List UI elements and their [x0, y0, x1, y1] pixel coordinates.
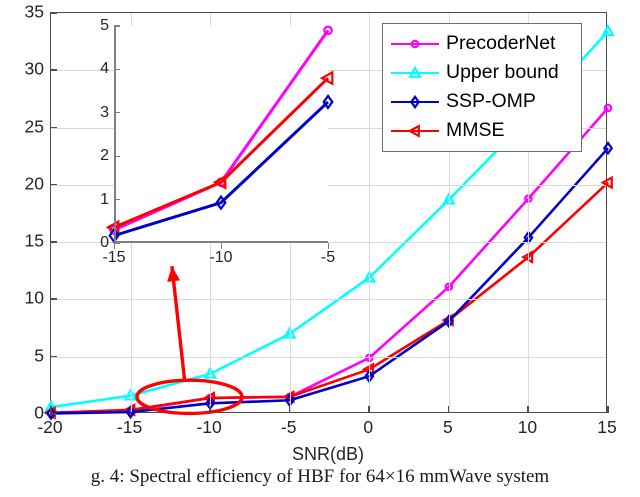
x-tick-mark [129, 406, 132, 413]
y-tick-label: 35 [24, 1, 44, 22]
legend-line [391, 129, 439, 133]
x-tick-mark [607, 406, 609, 413]
y-tick-label: 25 [24, 116, 44, 137]
gridline-horizontal [51, 356, 606, 358]
inset-y-tick-label: 1 [100, 190, 109, 208]
inset-x-tick-mark [328, 243, 330, 249]
gridline-horizontal [51, 127, 606, 129]
x-tick-label: -15 [116, 417, 143, 437]
inset-y-tick-label: 4 [100, 60, 109, 78]
inset-series-canvas [105, 25, 334, 244]
inset-x-tick-label: -15 [102, 249, 126, 266]
legend-marker-circle-icon [410, 39, 420, 48]
y-tick-label: 0 [34, 402, 44, 423]
y-tick-mark [50, 241, 57, 243]
legend-swatch-triangle-left-icon [391, 121, 439, 141]
x-tick-mark [527, 406, 530, 413]
legend-swatch-diamond-icon [391, 92, 439, 112]
legend: PrecoderNet Upper bound SSP-OMP MMSE [382, 23, 582, 152]
inset-y-tick-label: 5 [100, 17, 109, 34]
inset-y-tick-mark [114, 112, 120, 114]
legend-label: Upper bound [446, 60, 559, 83]
legend-item-upper-bound[interactable]: Upper bound [391, 58, 573, 87]
legend-swatch-circle-icon [391, 34, 439, 54]
inset-y-tick-label: 0 [100, 234, 109, 251]
y-tick-mark [50, 183, 57, 186]
y-tick-mark [50, 413, 57, 415]
gridline-vertical [528, 13, 530, 412]
inset-y-axis-line [114, 26, 116, 243]
figure-caption: g. 4: Spectral efficiency of HBF for 64×… [90, 466, 550, 487]
x-tick-label: -20 [37, 417, 63, 437]
legend-marker-triangle-left-icon [407, 123, 420, 138]
legend-item-ssp-omp[interactable]: SSP-OMP [391, 87, 573, 116]
y-tick-label: 20 [24, 173, 44, 194]
y-tick-label: 5 [34, 345, 44, 366]
y-tick-label: 15 [24, 230, 44, 251]
gridline-horizontal [51, 242, 606, 244]
x-axis-label: SNR(dB) [291, 444, 365, 464]
x-tick-label: 5 [442, 417, 453, 437]
inset-x-tick-label: -5 [320, 249, 336, 266]
legend-marker-triangle-up-icon [408, 65, 422, 78]
series-ssp-omp [45, 141, 614, 421]
x-tick-label: -5 [280, 417, 297, 437]
x-tick-label: 15 [597, 417, 617, 437]
gridline-horizontal [51, 70, 606, 72]
x-tick-label: 10 [517, 417, 538, 437]
inset-y-tick-label: 3 [100, 103, 109, 121]
inset-y-tick-mark [114, 242, 120, 244]
annotation-canvas [135, 266, 244, 416]
inset-y-tick-mark [114, 155, 120, 157]
legend-item-mmse[interactable]: MMSE [391, 116, 573, 145]
inset-y-tick-label: 2 [100, 147, 109, 165]
callout-arrow [167, 266, 187, 381]
legend-line [391, 71, 439, 75]
inset-x-tick-mark [114, 243, 116, 249]
inset-y-tick-mark [114, 68, 120, 71]
y-tick-mark [50, 12, 57, 14]
y-tick-mark [50, 126, 57, 129]
highlight-ellipse [135, 378, 244, 416]
y-tick-label: 30 [24, 58, 44, 79]
y-tick-mark [50, 355, 57, 358]
legend-label: MMSE [446, 118, 505, 141]
x-tick-label: -10 [196, 417, 222, 437]
legend-line [391, 100, 439, 104]
x-tick-mark [447, 406, 450, 413]
inset-x-axis-line [114, 241, 328, 243]
inset-y-tick-mark [114, 25, 120, 27]
inset-x-tick-label: -10 [209, 249, 233, 266]
x-tick-label: 0 [363, 417, 374, 437]
legend-item-precodernet[interactable]: PrecoderNet [391, 29, 573, 58]
x-tick-mark [288, 406, 291, 413]
inset-series-ssp-omp [108, 94, 334, 244]
gridline-vertical [448, 13, 450, 412]
inset-plot-axes [105, 25, 334, 244]
y-tick-mark [50, 298, 57, 301]
x-tick-mark [209, 406, 211, 413]
legend-label: PrecoderNet [446, 31, 556, 54]
x-tick-mark [368, 406, 370, 413]
y-tick-label: 10 [24, 287, 44, 308]
x-tick-mark [50, 406, 52, 413]
legend-marker-diamond-icon [409, 94, 421, 109]
legend-line [391, 42, 439, 46]
inset-y-tick-mark [114, 198, 120, 201]
y-tick-mark [50, 69, 57, 71]
legend-label: SSP-OMP [446, 89, 536, 112]
gridline-horizontal [51, 299, 606, 301]
gridline-vertical [369, 13, 371, 412]
legend-swatch-triangle-up-icon [391, 63, 439, 83]
main-series-canvas [43, 23, 615, 421]
inset-x-tick-mark [221, 243, 223, 249]
gridline-horizontal [51, 184, 606, 186]
